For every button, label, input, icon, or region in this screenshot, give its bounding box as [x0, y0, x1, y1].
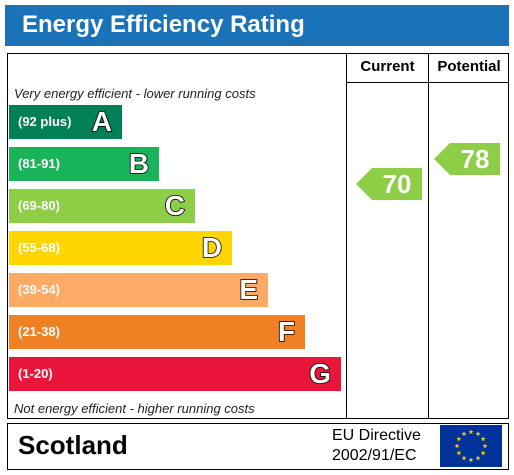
eu-flag-star: [475, 455, 481, 461]
band-letter: F: [277, 315, 296, 348]
potential-rating-value: 78: [460, 143, 490, 174]
eu-flag-star: [480, 450, 486, 456]
potential-rating-arrow: 78: [434, 143, 500, 175]
band-a: (92 plus) A: [9, 105, 122, 139]
column-header-current: Current: [360, 58, 415, 75]
note-efficient: Very energy efficient - lower running co…: [14, 86, 256, 101]
current-rating-arrow: 70: [356, 168, 422, 200]
current-arrow-fill: [356, 168, 422, 200]
band-e: (39-54) E: [9, 273, 268, 307]
column-divider-current: [346, 53, 347, 419]
band-g: (1-20) G: [9, 357, 341, 391]
potential-arrow-fill: [434, 143, 500, 175]
eu-flag-star: [461, 431, 467, 436]
directive-line-2: 2002/91/EC: [332, 447, 417, 464]
column-header-potential: Potential: [437, 58, 501, 75]
band-letter: G: [308, 357, 331, 390]
eu-flag-star: [480, 436, 486, 442]
band-range-label: (21-38): [18, 324, 60, 339]
band-letter: C: [164, 189, 186, 222]
eu-flag-star: [468, 429, 474, 435]
potential-arrow-shape: [434, 143, 500, 175]
band-range-label: (1-20): [18, 366, 53, 381]
eu-flag-star: [454, 443, 460, 449]
chart-header: Energy Efficiency Rating: [5, 5, 509, 46]
note-inefficient: Not energy efficient - higher running co…: [14, 401, 255, 416]
eu-flag-star: [468, 457, 474, 463]
chart-footer: [7, 423, 509, 470]
current-arrow-shape: [356, 168, 422, 200]
band-letter: A: [91, 105, 113, 138]
band-letter: D: [201, 231, 223, 264]
eu-flag-star: [482, 443, 488, 449]
band-d: (55-68) D: [9, 231, 232, 265]
eu-flag-star: [456, 436, 462, 442]
column-divider-potential: [428, 53, 429, 419]
band-letter: B: [128, 147, 150, 180]
eu-flag-icon: [440, 425, 502, 467]
directive-line-1: EU Directive: [332, 427, 421, 444]
band-range-label: (55-68): [18, 240, 60, 255]
band-range-label: (39-54): [18, 282, 60, 297]
current-rating-value: 70: [382, 168, 412, 199]
eu-flag-star: [456, 450, 462, 456]
rating-table: [7, 53, 509, 419]
band-c: (69-80) C: [9, 189, 195, 223]
band-letter: E: [239, 273, 259, 306]
eu-flag-star: [461, 455, 467, 461]
band-b: (81-91) B: [9, 147, 159, 181]
band-range-label: (92 plus): [18, 114, 72, 129]
column-header-divider: [346, 82, 509, 83]
eu-flag-star: [475, 431, 481, 436]
band-range-label: (81-91): [18, 156, 60, 171]
band-f: (21-38) F: [9, 315, 305, 349]
region-label: Scotland: [18, 430, 128, 460]
band-range-label: (69-80): [18, 198, 60, 213]
chart-title: Energy Efficiency Rating: [22, 11, 305, 38]
